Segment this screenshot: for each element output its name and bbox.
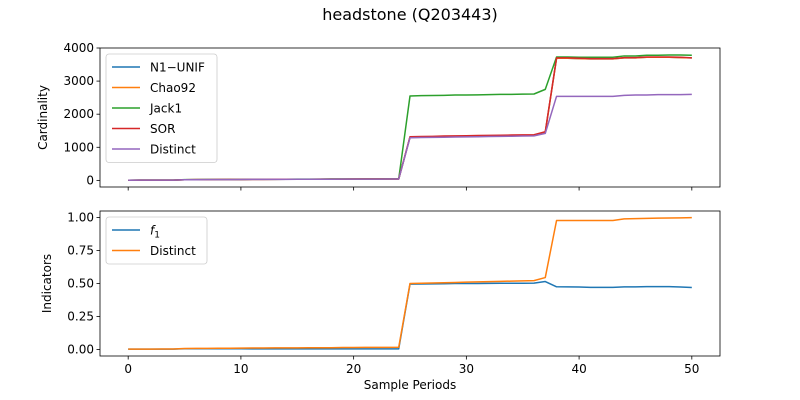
legend-label: f1 <box>150 224 160 241</box>
legend-box <box>105 53 218 163</box>
y-tick-label: 0.00 <box>67 342 94 356</box>
legend: f1 Distinct <box>105 216 208 265</box>
y-tick-label: 1.00 <box>67 211 94 225</box>
x-axis-label: Sample Periods <box>364 378 456 392</box>
indicators-panel: 0 10 20 30 40 50 0.00 0.25 0.50 0.75 1.00 Indicator… <box>40 211 721 392</box>
y-tick-label: 3000 <box>63 74 94 88</box>
x-tick-label: 50 <box>684 362 699 376</box>
y-tick-label: 0.50 <box>67 277 94 291</box>
y-tick-label: 1000 <box>63 140 94 154</box>
legend-box <box>105 216 208 265</box>
y-axis-label: Cardinality <box>36 85 50 150</box>
legend-label: Distinct <box>150 143 196 157</box>
y-tick-label: 0.25 <box>67 309 94 323</box>
series-line-distinct <box>128 93 692 181</box>
y-tick-label: 4000 <box>63 41 94 55</box>
series-lines <box>128 54 692 181</box>
legend-label: N1−UNIF <box>150 61 205 75</box>
series-lines <box>128 216 692 350</box>
x-tick-label: 40 <box>571 362 586 376</box>
legend-label: Jack1 <box>149 102 182 116</box>
cardinality-panel: 0 1000 2000 3000 4000 Cardinality N1−UNIF Chao9… <box>36 41 721 191</box>
x-tick-label: 30 <box>459 362 474 376</box>
y-axis-label: Indicators <box>40 254 54 313</box>
y-tick-label: 0.75 <box>67 244 94 258</box>
axes-frame <box>99 47 721 188</box>
y-tick-label: 2000 <box>63 107 94 121</box>
legend-label: Distinct <box>150 244 196 258</box>
legend-label: Chao92 <box>150 81 196 95</box>
legend-label: SOR <box>150 122 175 136</box>
legend: N1−UNIF Chao92 Jack1 SOR Distinct <box>105 53 218 163</box>
x-tick-label: 10 <box>233 362 248 376</box>
x-tick-label: 0 <box>124 362 132 376</box>
y-tick-label: 0 <box>86 173 94 187</box>
x-tick-label: 20 <box>346 362 361 376</box>
figure-title: headstone (Q203443) <box>322 5 498 24</box>
series-line-distinct <box>128 216 692 350</box>
